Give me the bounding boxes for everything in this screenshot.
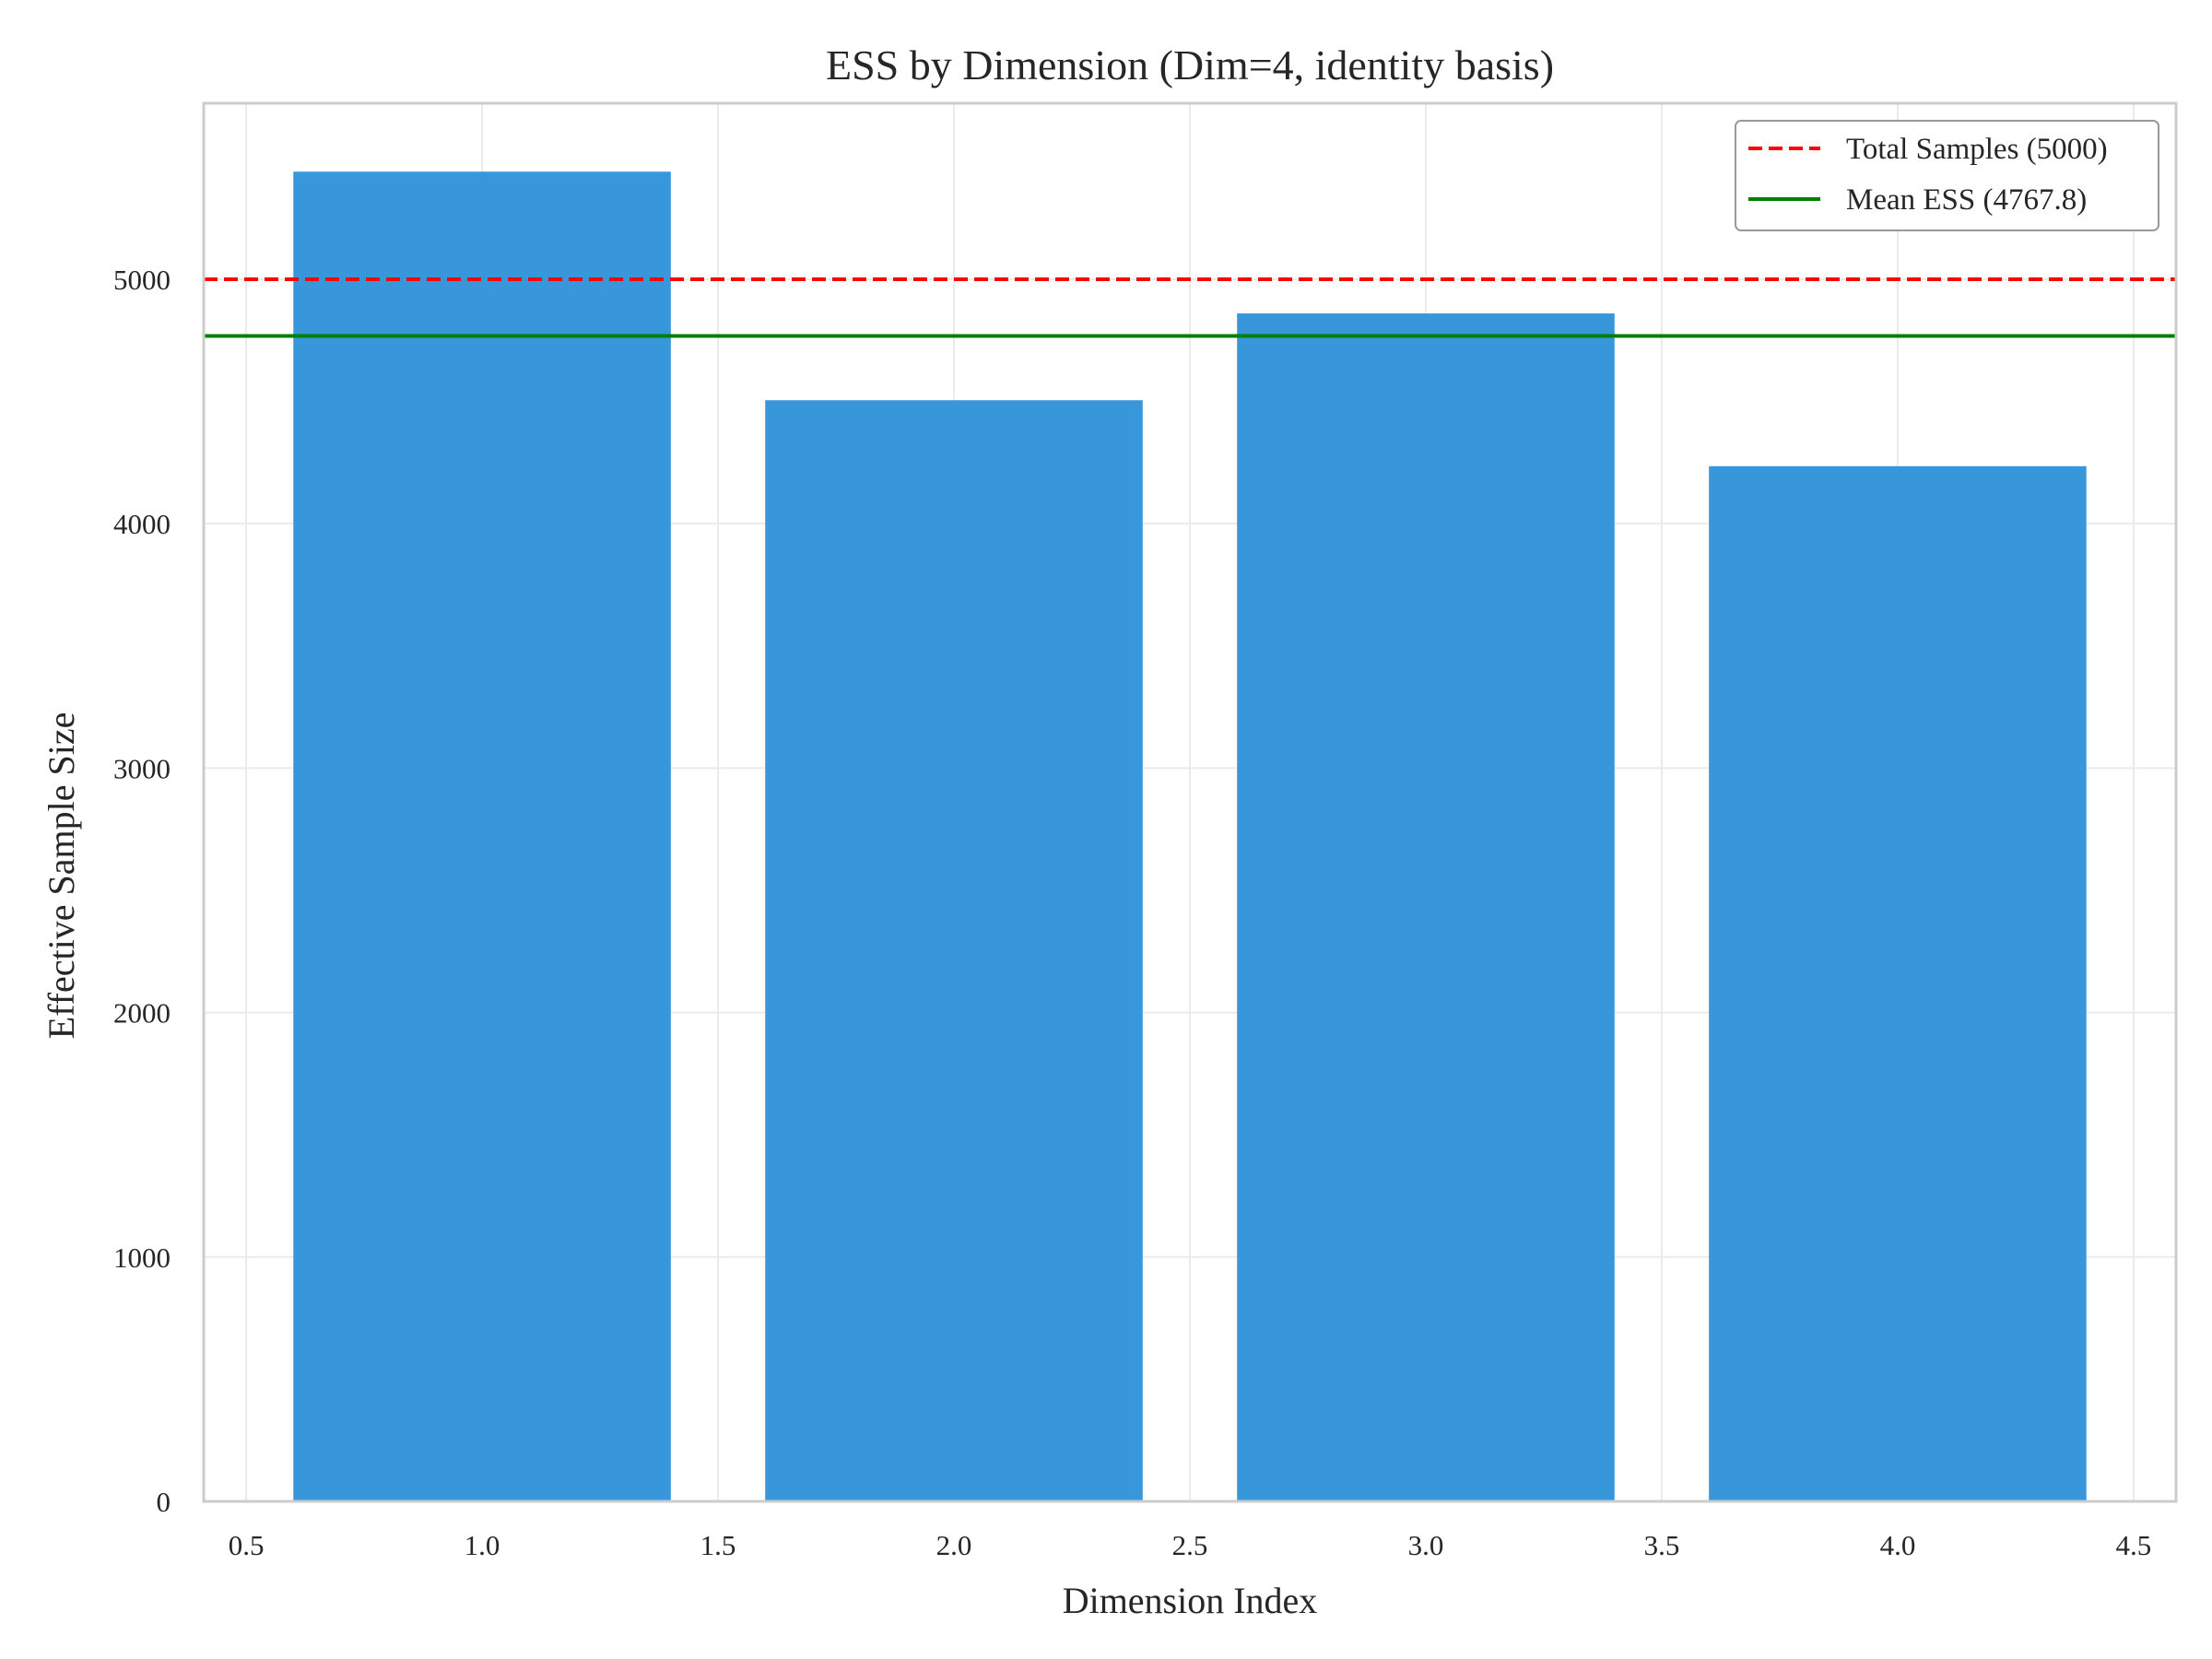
bar-dim-3 <box>1237 313 1615 1501</box>
legend-label-0: Total Samples (5000) <box>1846 133 2108 166</box>
x-tick-label-8: 4.5 <box>2116 1529 2152 1561</box>
bar-dim-2 <box>765 400 1143 1502</box>
x-axis-ticks: 0.5 1.0 1.5 2.0 2.5 3.0 3.5 4.0 4.5 <box>229 1529 2152 1561</box>
y-axis-title: Effective Sample Size <box>41 712 82 1040</box>
x-tick-label-6: 3.5 <box>1644 1529 1680 1561</box>
legend: Total Samples (5000) Mean ESS (4767.8) <box>1735 120 2159 231</box>
plot-frame <box>202 101 2178 1503</box>
y-tick-label-5: 5000 <box>113 264 171 296</box>
x-tick-label-0: 0.5 <box>229 1529 265 1561</box>
y-tick-label-4: 4000 <box>113 508 171 540</box>
reference-lines <box>204 276 2176 338</box>
y-tick-label-2: 2000 <box>113 997 171 1030</box>
x-axis-title: Dimension Index <box>1063 1580 1318 1621</box>
x-tick-label-3: 2.0 <box>936 1529 972 1561</box>
x-tick-label-7: 4.0 <box>1880 1529 1916 1561</box>
bars <box>293 171 2087 1502</box>
y-tick-label-3: 3000 <box>113 752 171 784</box>
y-tick-label-0: 0 <box>157 1486 171 1518</box>
legend-label-1: Mean ESS (4767.8) <box>1846 183 2087 217</box>
chart-title: ESS by Dimension (Dim=4, identity basis) <box>826 41 1554 88</box>
bar-dim-4 <box>1709 465 2087 1501</box>
y-axis-ticks: 0 1000 2000 3000 4000 5000 <box>113 264 171 1518</box>
x-tick-label-2: 1.5 <box>700 1529 736 1561</box>
legend-box <box>1735 120 2159 231</box>
x-tick-label-4: 2.5 <box>1172 1529 1208 1561</box>
x-tick-label-1: 1.0 <box>465 1529 500 1561</box>
bar-dim-1 <box>293 171 671 1501</box>
x-tick-label-5: 3.0 <box>1408 1529 1444 1561</box>
y-tick-label-1: 1000 <box>113 1241 171 1274</box>
